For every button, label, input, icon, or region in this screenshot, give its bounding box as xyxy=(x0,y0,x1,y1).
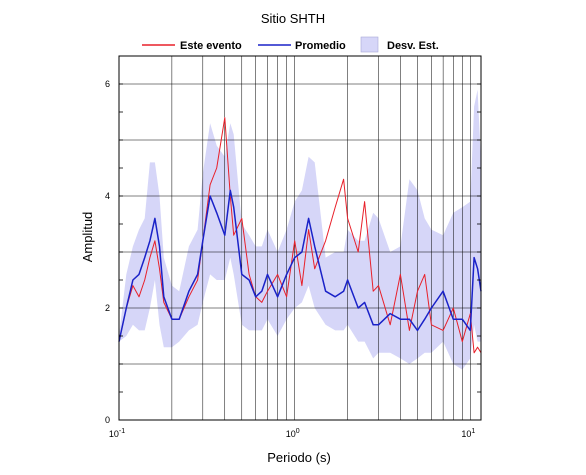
legend-swatch-desv-est xyxy=(360,36,379,53)
series-line-este-evento xyxy=(118,117,482,354)
legend: Este evento Promedio Desv. Est. xyxy=(142,36,439,53)
legend-label-este-evento: Este evento xyxy=(180,40,242,52)
x-axis-label: Periodo (s) xyxy=(267,450,331,465)
legend-label-promedio: Promedio xyxy=(295,40,346,52)
chart-title: Sitio SHTH xyxy=(261,11,325,26)
legend-label-desv-est: Desv. Est. xyxy=(387,40,439,52)
y-tick-label: 2 xyxy=(105,303,110,313)
x-tick-label: 101 xyxy=(461,428,475,439)
series-line-promedio xyxy=(118,189,482,342)
plot-frame xyxy=(118,55,482,421)
y-tick-label: 0 xyxy=(105,415,110,425)
plot-area xyxy=(118,55,482,421)
y-tick-labels: 0 2 4 6 xyxy=(105,79,110,425)
x-tick-label: 10-1 xyxy=(109,428,125,439)
y-axis-label: Amplitud xyxy=(80,212,95,263)
x-tick-label: 100 xyxy=(286,428,300,439)
std-dev-band xyxy=(119,89,481,370)
y-tick-label: 4 xyxy=(105,191,110,201)
y-tick-label: 6 xyxy=(105,79,110,89)
x-tick-labels: 10-1 100 101 xyxy=(109,428,476,439)
